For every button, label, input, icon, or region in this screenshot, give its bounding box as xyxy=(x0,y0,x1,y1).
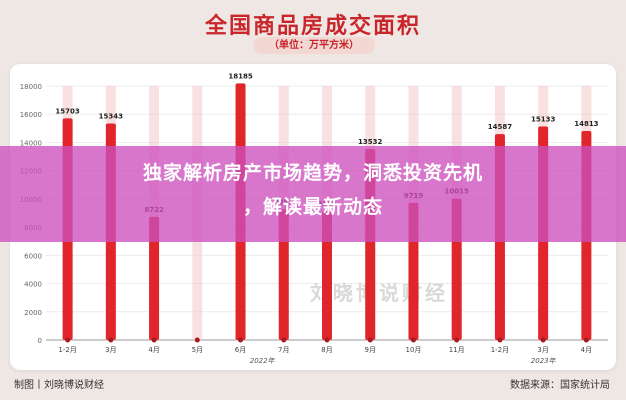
chart-title: 全国商品房成交面积 xyxy=(204,14,421,39)
y-tick-label: 4000 xyxy=(24,281,42,289)
bar-base-dot xyxy=(194,337,200,343)
y-tick-label: 6000 xyxy=(24,252,42,260)
bar-value-label: 15343 xyxy=(99,112,123,120)
x-tick-label: 3月 xyxy=(537,346,548,354)
bar-base-dot xyxy=(410,337,416,343)
y-tick-label: 18000 xyxy=(20,83,42,91)
bar-value-label: 18185 xyxy=(228,72,252,80)
x-tick-label: 10月 xyxy=(406,346,422,354)
bar-base-dot xyxy=(324,337,330,343)
x-tick-label: 8月 xyxy=(321,346,332,354)
x-tick-label: 11月 xyxy=(449,346,465,354)
year-group-label: 2022年 xyxy=(250,357,276,365)
unit-label: （单位：万平方米） xyxy=(253,37,375,54)
bar-base-dot xyxy=(497,337,503,343)
bar-base-dot xyxy=(367,337,373,343)
x-tick-label: 1-2月 xyxy=(491,346,509,354)
bar xyxy=(322,210,332,340)
bar-base-dot xyxy=(151,337,157,343)
headline-banner: 独家解析房产市场趋势，洞悉投资先机 ，解读最新动态 xyxy=(0,146,626,242)
bar-base-dot xyxy=(540,337,546,343)
bar-base-dot xyxy=(454,337,460,343)
x-tick-label: 4月 xyxy=(581,346,592,354)
x-tick-label: 3月 xyxy=(105,346,116,354)
bar-value-label: 15703 xyxy=(55,107,79,115)
x-tick-label: 6月 xyxy=(235,346,246,354)
headline-line-2: ，解读最新动态 xyxy=(242,196,383,218)
bar-value-label: 14813 xyxy=(574,120,598,128)
bar-base-dot xyxy=(108,337,114,343)
watermark-text: 刘晓博说财经 xyxy=(310,281,448,305)
x-tick-label: 1-2月 xyxy=(58,346,76,354)
year-group-label: 2023年 xyxy=(531,357,557,365)
x-tick-label: 5月 xyxy=(192,346,203,354)
bar-base-dot xyxy=(65,337,71,343)
footer-credit: 制图丨刘晓博说财经 xyxy=(14,380,104,391)
x-tick-label: 4月 xyxy=(148,346,159,354)
bar xyxy=(149,216,160,340)
bar-base-dot xyxy=(281,337,287,343)
bar xyxy=(278,209,289,340)
bar-base-dot xyxy=(583,337,589,343)
y-tick-label: 2000 xyxy=(24,309,42,317)
bar-value-label: 13532 xyxy=(358,138,382,146)
x-tick-label: 7月 xyxy=(278,346,289,354)
bar-value-label: 15133 xyxy=(531,115,555,123)
y-tick-label: 14000 xyxy=(20,139,42,147)
x-tick-label: 9月 xyxy=(364,346,375,354)
bar-base-dot xyxy=(238,337,244,343)
y-tick-label: 0 xyxy=(38,337,42,345)
y-tick-label: 16000 xyxy=(20,111,42,119)
bar-value-label: 14587 xyxy=(488,123,512,131)
headline-line-1: 独家解析房产市场趋势，洞悉投资先机 xyxy=(142,162,483,184)
headline-text: 独家解析房产市场趋势，洞悉投资先机 ，解读最新动态 xyxy=(30,156,596,224)
footer-source: 数据来源：国家统计局 xyxy=(510,380,610,391)
